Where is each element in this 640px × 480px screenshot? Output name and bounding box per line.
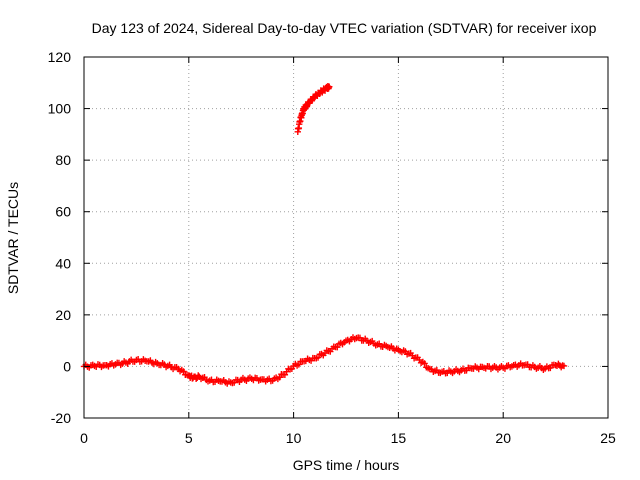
data-point-arc (326, 83, 333, 90)
y-axis-label: SDTVAR / TECUs (5, 182, 21, 294)
y-tick-label: 100 (48, 101, 72, 117)
y-tick-label: 0 (63, 358, 71, 374)
data-point-main (421, 360, 428, 367)
y-tick-label: 120 (48, 49, 72, 65)
y-tick-label: 60 (55, 204, 71, 220)
data-points (80, 83, 568, 387)
plot-frame (83, 56, 609, 419)
tick-labels: 0 5 10 15 20 25 -20 0 20 40 60 80 100 120 (48, 49, 616, 446)
x-tick-label: 5 (185, 430, 193, 446)
data-point-main (560, 362, 568, 370)
y-tick-label: 20 (55, 307, 71, 323)
x-axis-label: GPS time / hours (293, 457, 400, 473)
axis-ticks (83, 56, 609, 419)
data-point-main (334, 344, 341, 351)
chart-title: Day 123 of 2024, Sidereal Day-to-day VTE… (92, 20, 597, 36)
x-tick-label: 25 (600, 430, 616, 446)
x-tick-label: 20 (495, 430, 511, 446)
x-tick-label: 15 (391, 430, 407, 446)
y-tick-label: -20 (51, 410, 71, 426)
y-tick-label: 40 (55, 255, 71, 271)
y-tick-label: 80 (55, 152, 71, 168)
x-tick-label: 0 (80, 430, 88, 446)
data-point-main (195, 372, 202, 379)
data-point-main (180, 368, 187, 375)
x-tick-label: 10 (286, 430, 302, 446)
